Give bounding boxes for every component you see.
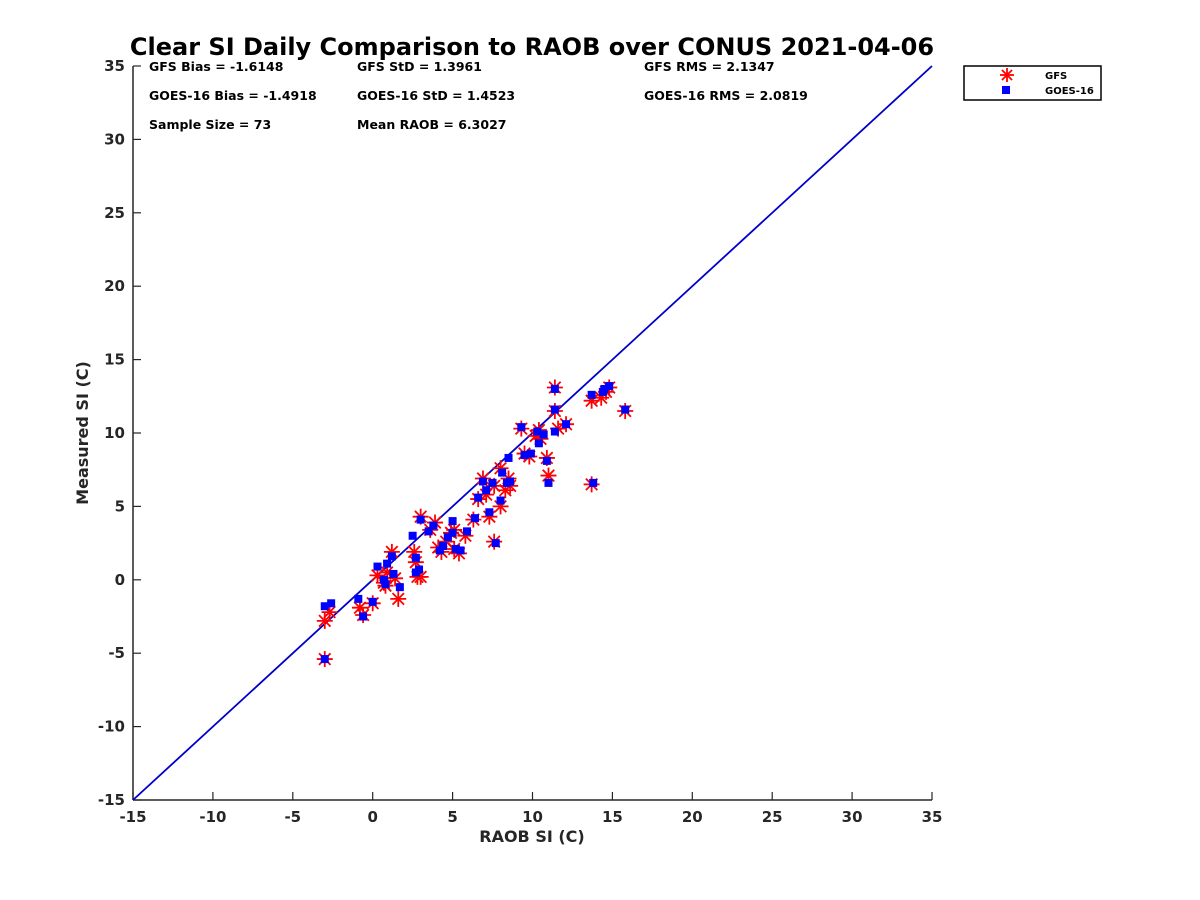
- legend-goes16-marker: [1002, 86, 1010, 94]
- goes16-point: [491, 539, 500, 548]
- goes16-point: [542, 456, 551, 465]
- y-tick-label: -10: [98, 718, 125, 736]
- y-tick-label: 25: [104, 204, 125, 222]
- gfs-point: [390, 590, 407, 607]
- x-tick-label: 0: [367, 808, 377, 826]
- x-tick-label: 10: [522, 808, 543, 826]
- goes16-point: [534, 439, 543, 448]
- goes16-point: [589, 478, 598, 487]
- goes16-point: [359, 612, 368, 621]
- goes16-point: [448, 517, 457, 526]
- goes16-point: [470, 514, 479, 523]
- legend-gfs-marker: [1000, 68, 1014, 82]
- goes16-point: [368, 597, 377, 606]
- goes16-point: [482, 486, 491, 495]
- y-tick-label: 5: [115, 497, 125, 515]
- goes16-point: [448, 528, 457, 537]
- goes16-point: [478, 477, 487, 486]
- stat-text: GOES-16 Bias = -1.4918: [149, 88, 317, 103]
- goes16-point: [485, 508, 494, 517]
- y-tick-label: 15: [104, 351, 125, 369]
- legend-gfs-label: GFS: [1045, 71, 1067, 82]
- goes16-point: [550, 384, 559, 393]
- goes16-point: [533, 427, 542, 436]
- legend-gfs-asterisk: [1000, 68, 1014, 82]
- goes16-point: [389, 569, 398, 578]
- goes16-point: [435, 546, 444, 555]
- goes16-point: [621, 405, 630, 414]
- x-axis-label: RAOB SI (C): [479, 827, 584, 846]
- x-tick-label: 15: [602, 808, 623, 826]
- y-tick-label: 10: [104, 424, 125, 442]
- x-tick-label: 35: [922, 808, 943, 826]
- goes16-point: [539, 430, 548, 439]
- x-tick-label: 25: [762, 808, 783, 826]
- x-tick-label: -15: [119, 808, 146, 826]
- goes16-point: [520, 451, 529, 460]
- y-axis-label: Measured SI (C): [73, 361, 92, 505]
- goes16-point: [327, 599, 336, 608]
- goes16-point: [320, 655, 329, 664]
- y-tick-label: 0: [115, 571, 125, 589]
- x-tick-label: 20: [682, 808, 703, 826]
- x-tick-label: -10: [199, 808, 226, 826]
- x-tick-label: 5: [447, 808, 457, 826]
- goes16-point: [456, 546, 465, 555]
- legend: GFS GOES-16: [963, 65, 1102, 101]
- goes16-point: [550, 405, 559, 414]
- y-tick-label: 20: [104, 277, 125, 295]
- goes16-point: [381, 580, 390, 589]
- x-tick-label: 30: [842, 808, 863, 826]
- stat-text: Mean RAOB = 6.3027: [357, 117, 506, 132]
- goes16-point: [488, 478, 497, 487]
- goes16-point: [415, 565, 424, 574]
- goes16-point: [395, 583, 404, 592]
- goes16-point: [600, 384, 609, 393]
- plot-area: -15 -10 -5 0 5 10 15 20 25 30 35 -15 -10 -5 0 5 10 15 20 25…: [98, 57, 943, 826]
- goes16-point: [320, 602, 329, 611]
- goes16-point: [379, 575, 388, 584]
- goes16-point: [496, 496, 505, 505]
- goes16-point: [429, 521, 438, 530]
- goes16-point: [439, 542, 448, 551]
- goes16-point: [562, 420, 571, 429]
- goes16-point: [517, 423, 526, 432]
- goes16-point: [354, 594, 363, 603]
- stat-text: GOES-16 StD = 1.4523: [357, 88, 515, 103]
- goes16-point: [416, 515, 425, 524]
- goes16-point: [373, 562, 382, 571]
- stat-text: Sample Size = 73: [149, 117, 271, 132]
- goes16-point: [387, 552, 396, 561]
- legend-box: [963, 65, 1102, 101]
- goes16-point: [443, 533, 452, 542]
- goes16-point: [424, 527, 433, 536]
- chart-title: Clear SI Daily Comparison to RAOB over C…: [130, 33, 934, 61]
- stat-text: GFS StD = 1.3961: [357, 59, 482, 74]
- stat-text: GOES-16 RMS = 2.0819: [644, 88, 808, 103]
- gfs-point: [316, 612, 333, 629]
- stat-text: GFS RMS = 2.1347: [644, 59, 775, 74]
- goes16-point: [383, 559, 392, 568]
- goes16-point: [504, 453, 513, 462]
- stat-text: GFS Bias = -1.6148: [149, 59, 283, 74]
- goes16-point: [498, 468, 507, 477]
- goes16-point: [474, 493, 483, 502]
- legend-goes16-label: GOES-16: [1045, 86, 1094, 97]
- goes16-point: [462, 527, 471, 536]
- goes16-point: [451, 544, 460, 553]
- goes16-point: [587, 390, 596, 399]
- x-tick-label: -5: [284, 808, 301, 826]
- goes16-point: [544, 478, 553, 487]
- goes16-point: [506, 477, 515, 486]
- y-tick-label: 30: [104, 130, 125, 148]
- goes16-point: [550, 427, 559, 436]
- goes16-point: [408, 531, 417, 540]
- goes16-point: [605, 382, 614, 391]
- y-tick-label: -15: [98, 791, 125, 809]
- goes16-point: [411, 553, 420, 562]
- y-tick-label: 35: [104, 57, 125, 75]
- goes16-point: [526, 449, 535, 458]
- y-tick-label: -5: [108, 644, 125, 662]
